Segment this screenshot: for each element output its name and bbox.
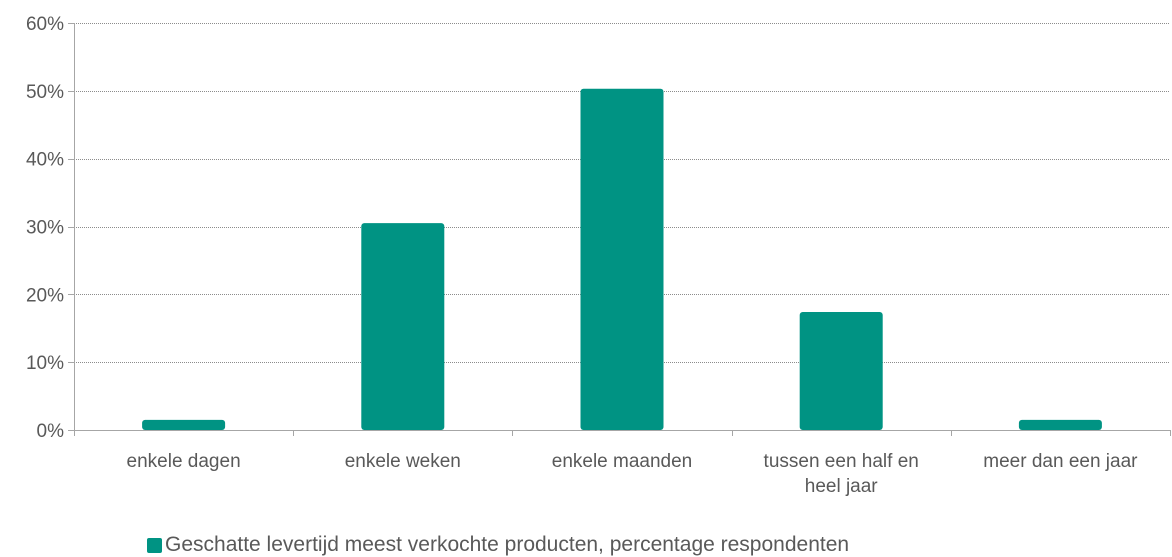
x-tick-label: tussen een half en heel jaar xyxy=(764,451,919,497)
axes xyxy=(68,23,1171,436)
y-tick-label: 50% xyxy=(26,82,64,103)
y-axis-tick-labels: 0% 10% 20% 30% 40% 50% 60% xyxy=(26,14,64,442)
legend: Geschatte levertijd meest verkochte prod… xyxy=(147,533,849,557)
bar xyxy=(1018,419,1102,430)
bar-chart: 0%10%20%30%40%50%60% enkele dagen enkele … xyxy=(26,14,1171,497)
y-tick-label: 30% xyxy=(26,218,64,239)
legend-swatch xyxy=(147,537,162,553)
bar xyxy=(361,223,445,430)
bar xyxy=(799,311,883,430)
x-axis-tick-labels: enkele dagen enkele weken enkele maanden tu… xyxy=(127,451,1139,497)
y-tick-label: 0% xyxy=(37,421,65,442)
bar xyxy=(580,88,664,430)
bar xyxy=(142,419,226,430)
y-tick-label: 60% xyxy=(26,14,64,35)
bars xyxy=(142,88,1102,430)
legend-label: Geschatte levertijd meest verkochte prod… xyxy=(165,533,850,556)
y-tick-label: 10% xyxy=(26,353,64,374)
x-tick-label: enkele dagen xyxy=(127,451,241,472)
x-tick-label: enkele maanden xyxy=(552,451,693,472)
y-tick-label: 40% xyxy=(26,150,64,171)
x-tick-label: meer dan een jaar xyxy=(983,451,1138,472)
y-tick-label: 20% xyxy=(26,285,64,306)
x-tick-label: enkele weken xyxy=(345,451,461,472)
